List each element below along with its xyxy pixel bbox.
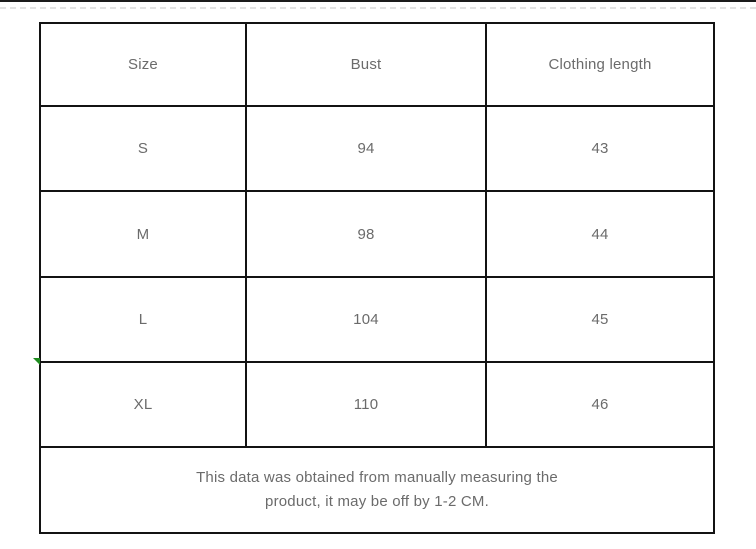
column-header-clothing-length: Clothing length [485,22,715,107]
table-row-s: S 94 43 [39,105,715,192]
size-chart-table: Size Bust Clothing length S 94 43 M 98 4… [39,22,715,534]
measurement-note-line-2: product, it may be off by 1-2 CM. [265,493,489,510]
bust-cell: 94 [245,105,487,192]
clothing-length-cell: 44 [485,190,715,278]
column-header-size: Size [39,22,247,107]
measurement-note-line-1: This data was obtained from manually mea… [196,469,558,486]
size-cell: XL [39,361,247,448]
table-note-row: This data was obtained from manually mea… [39,446,715,534]
table-header-row: Size Bust Clothing length [39,22,715,107]
table-row-l: L 104 45 [39,276,715,363]
size-cell: M [39,190,247,278]
table-row-xl: XL 110 46 [39,361,715,448]
table-row-m: M 98 44 [39,190,715,278]
bust-cell: 110 [245,361,487,448]
top-border-line [0,0,756,2]
dashed-separator-line [0,7,756,9]
clothing-length-cell: 45 [485,276,715,363]
column-header-bust: Bust [245,22,487,107]
bust-cell: 104 [245,276,487,363]
size-cell: L [39,276,247,363]
size-cell: S [39,105,247,192]
measurement-note-cell: This data was obtained from manually mea… [39,446,715,534]
bust-cell: 98 [245,190,487,278]
clothing-length-cell: 46 [485,361,715,448]
clothing-length-cell: 43 [485,105,715,192]
green-triangle-marker [33,358,40,365]
